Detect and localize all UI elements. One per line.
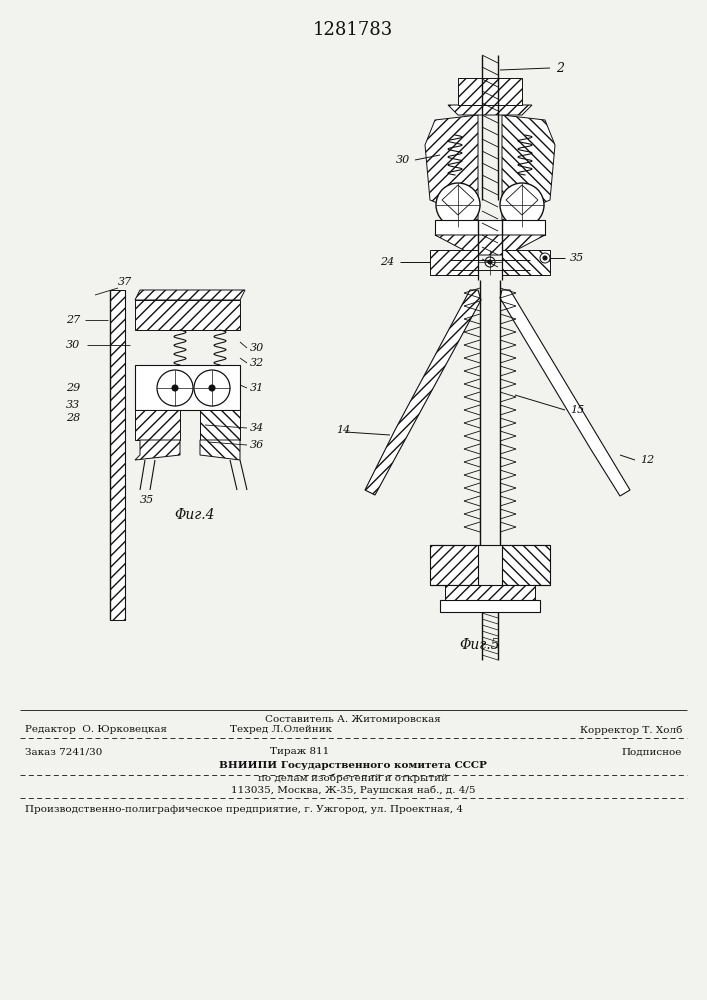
Circle shape: [518, 201, 526, 209]
Text: 34: 34: [250, 423, 264, 433]
Text: 32: 32: [250, 358, 264, 368]
Circle shape: [454, 201, 462, 209]
Text: 30: 30: [66, 340, 80, 350]
Text: 27: 27: [66, 315, 80, 325]
Text: 12: 12: [640, 455, 654, 465]
Polygon shape: [442, 185, 474, 215]
Polygon shape: [135, 365, 240, 410]
Polygon shape: [458, 78, 522, 105]
Polygon shape: [135, 300, 240, 330]
Text: Φиг.4: Φиг.4: [175, 508, 215, 522]
Polygon shape: [435, 220, 545, 235]
Text: 31: 31: [250, 383, 264, 393]
Text: 15: 15: [570, 405, 584, 415]
Polygon shape: [200, 440, 240, 460]
Circle shape: [488, 260, 492, 264]
Text: Подписное: Подписное: [621, 748, 682, 756]
Text: 28: 28: [66, 413, 80, 423]
Text: 35: 35: [140, 495, 154, 505]
Text: Техред Л.Олейник: Техред Л.Олейник: [230, 726, 332, 734]
Circle shape: [500, 183, 544, 227]
Text: 2: 2: [556, 62, 564, 75]
Circle shape: [172, 385, 178, 391]
Circle shape: [436, 183, 480, 227]
Text: Корректор Т. Холб: Корректор Т. Холб: [580, 725, 682, 735]
Polygon shape: [435, 235, 545, 255]
Text: 113035, Москва, Ж-35, Раушская наб., д. 4/5: 113035, Москва, Ж-35, Раушская наб., д. …: [230, 785, 475, 795]
Polygon shape: [425, 115, 478, 220]
Text: 24: 24: [380, 257, 394, 267]
Polygon shape: [200, 410, 240, 440]
Text: Составитель А. Житомировская: Составитель А. Житомировская: [265, 716, 441, 724]
Text: 14: 14: [336, 425, 350, 435]
Circle shape: [543, 256, 547, 260]
Polygon shape: [502, 545, 550, 585]
Polygon shape: [502, 250, 550, 275]
Polygon shape: [430, 250, 478, 275]
Polygon shape: [448, 105, 532, 115]
Text: по делам изобретений и открытий: по делам изобретений и открытий: [258, 773, 448, 783]
Text: 30: 30: [396, 155, 410, 165]
Polygon shape: [135, 410, 180, 440]
Polygon shape: [506, 185, 538, 215]
Text: Φиг.5: Φиг.5: [460, 638, 501, 652]
Polygon shape: [135, 290, 245, 300]
Text: Тираж 811: Тираж 811: [270, 748, 329, 756]
Polygon shape: [430, 545, 478, 585]
Text: 37: 37: [118, 277, 132, 287]
Text: 35: 35: [570, 253, 584, 263]
Circle shape: [540, 253, 550, 263]
Polygon shape: [365, 290, 481, 495]
Circle shape: [194, 370, 230, 406]
Text: 30: 30: [250, 343, 264, 353]
Text: ВНИИПИ Государственного комитета СССР: ВНИИПИ Государственного комитета СССР: [219, 760, 487, 770]
Text: 36: 36: [250, 440, 264, 450]
Text: Заказ 7241/30: Заказ 7241/30: [25, 748, 103, 756]
Circle shape: [157, 370, 193, 406]
Polygon shape: [502, 115, 555, 220]
Text: 1281783: 1281783: [313, 21, 393, 39]
Polygon shape: [440, 600, 540, 612]
Polygon shape: [445, 585, 535, 600]
Polygon shape: [135, 440, 180, 460]
Text: 29: 29: [66, 383, 80, 393]
Text: Производственно-полиграфическое предприятие, г. Ужгород, ул. Проектная, 4: Производственно-полиграфическое предприя…: [25, 806, 463, 814]
Text: 33: 33: [66, 400, 80, 410]
Circle shape: [485, 257, 495, 267]
Text: Редактор  О. Юрковецкая: Редактор О. Юрковецкая: [25, 726, 167, 734]
Circle shape: [209, 385, 215, 391]
Polygon shape: [500, 290, 630, 496]
Polygon shape: [110, 290, 125, 620]
